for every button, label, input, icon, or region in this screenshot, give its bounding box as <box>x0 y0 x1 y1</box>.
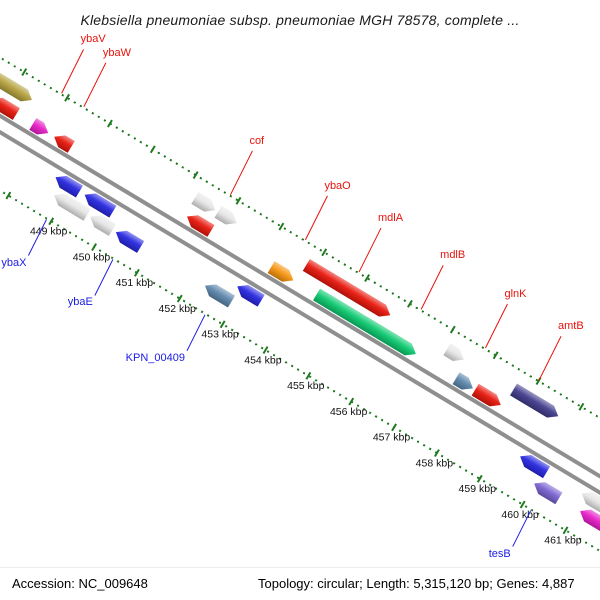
scale-label-449-kbp: 449 kbp <box>29 225 68 238</box>
gene-label-ybaX: ybaX <box>1 256 27 269</box>
gene-arrow-cds[interactable] <box>191 192 219 216</box>
backbone-line-bottom <box>0 97 600 544</box>
gene-label-tesB: tesB <box>488 547 511 560</box>
scale-label-456-kbp: 456 kbp <box>329 405 368 418</box>
gene-arrow-tesB[interactable] <box>531 477 563 504</box>
scale-label-450-kbp: 450 kbp <box>72 251 111 264</box>
gene-label-ybaV: ybaV <box>80 33 106 46</box>
gene-arrow-ybaE[interactable] <box>112 226 144 253</box>
gene-label-mdlB: mdlB <box>440 249 466 262</box>
gene-label-amtB: amtB <box>558 320 584 333</box>
gene-label-cof: cof <box>249 134 265 147</box>
gene-arrow-cds[interactable] <box>443 343 467 365</box>
map-title: Klebsiella pneumoniae subsp. pneumoniae … <box>80 12 520 28</box>
gene-label-ybaO: ybaO <box>324 179 351 192</box>
gene-label-ybaW: ybaW <box>102 46 131 59</box>
scale-label-457-kbp: 457 kbp <box>372 431 411 444</box>
scale-label-460-kbp: 460 kbp <box>501 508 539 521</box>
scale-label-451-kbp: 451 kbp <box>115 277 154 290</box>
scale-label-453-kbp: 453 kbp <box>201 328 239 341</box>
scale-label-461-kbp: 461 kbp <box>544 534 582 547</box>
backbone-line-top <box>0 85 600 532</box>
scale-label-459-kbp: 459 kbp <box>458 483 496 496</box>
status-bar: Accession: NC_009648 Topology: circular;… <box>0 567 600 600</box>
accession-text: Accession: NC_009648 <box>12 576 148 591</box>
scale-label-455-kbp: 455 kbp <box>287 380 325 393</box>
gene-arrow-cds[interactable] <box>87 211 116 236</box>
topology-text: Topology: circular; Length: 5,315,120 bp… <box>258 576 575 591</box>
gene-arrow-cds[interactable] <box>214 206 240 229</box>
gene-label-glnK: glnK <box>504 288 527 301</box>
gene-label-KPN_00409: KPN_00409 <box>125 351 185 364</box>
scale-label-454-kbp: 454 kbp <box>244 354 282 367</box>
gene-label-ybaE: ybaE <box>67 296 93 309</box>
scale-label-452-kbp: 452 kbp <box>158 302 196 315</box>
gene-label-mdlA: mdlA <box>378 212 404 225</box>
scale-label-458-kbp: 458 kbp <box>415 457 454 470</box>
